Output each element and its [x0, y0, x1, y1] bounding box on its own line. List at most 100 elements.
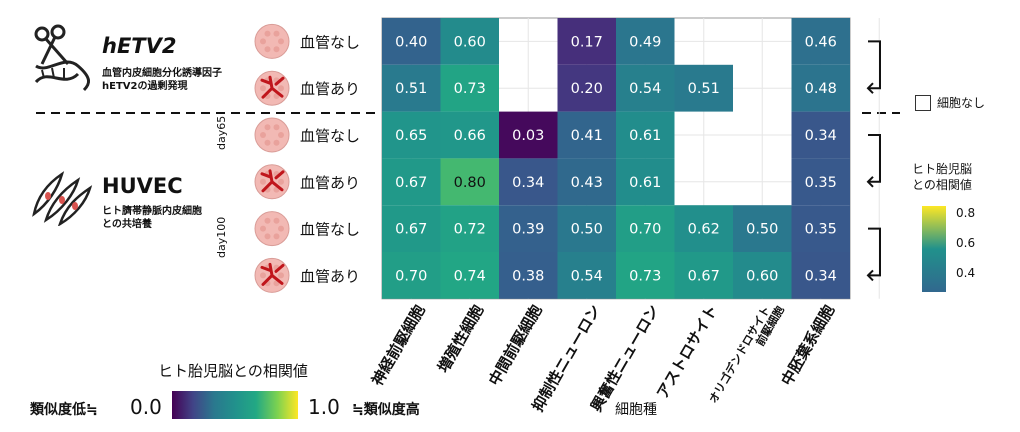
- cell-value-label: 0.34: [512, 175, 544, 191]
- legend-empty-label: 細胞なし: [937, 96, 986, 110]
- group-subtitle-huvec-1: ヒト臍帯静脈内皮細胞: [102, 206, 202, 217]
- heatmap-cell: [440, 111, 499, 159]
- organoid-icon: [254, 23, 290, 59]
- heatmap-cell: [557, 64, 616, 112]
- cell-value-label: 0.80: [454, 175, 486, 191]
- colorbar-right-bar: [922, 206, 946, 292]
- organoid-texture: [273, 217, 280, 224]
- comparison-bracket: [868, 40, 881, 90]
- organoid-texture: [273, 233, 280, 240]
- organoid-texture: [260, 272, 266, 279]
- heatmap-cell: [382, 158, 441, 206]
- colorbar-right-title-1: ヒト胎児脳: [912, 162, 973, 176]
- heatmap-cell: [791, 18, 850, 65]
- colorbar-bottom-bar: [172, 391, 298, 419]
- heatmap-cell: [499, 158, 558, 206]
- cell-value-label: 0.61: [629, 128, 661, 144]
- cell-value-label: 0.46: [805, 34, 837, 50]
- organoid-texture: [273, 46, 280, 53]
- cell-value-label: 0.51: [395, 81, 427, 97]
- vessel-icon: [260, 169, 285, 193]
- heatmap-cell: [674, 252, 733, 299]
- organoid-texture: [264, 30, 271, 37]
- group-separator: [36, 112, 900, 114]
- heatmap-cell: [733, 252, 792, 299]
- colorbar-right-tick-0: 0.8: [956, 206, 976, 220]
- cell-value-label: 0.60: [746, 268, 778, 284]
- heatmap-cell: [557, 205, 616, 252]
- cell-value-label: 0.35: [805, 175, 837, 191]
- cell-value-label: 0.40: [395, 34, 427, 50]
- group-title-huvec: HUVEC: [102, 174, 183, 198]
- cell-value-label: 0.70: [629, 222, 661, 238]
- organoid-texture: [264, 124, 271, 131]
- x-axis-title: 細胞種: [615, 402, 657, 418]
- colorbar-right: ヒト胎児脳 との相関値 0.8 0.6 0.4: [912, 160, 1002, 300]
- row-label: 血管なし: [300, 33, 360, 51]
- cell-value-label: 0.41: [571, 128, 603, 144]
- row-label: 血管あり: [300, 80, 360, 98]
- organoid-texture: [260, 178, 266, 185]
- cell-value-label: 0.72: [454, 222, 486, 238]
- organoid-texture: [273, 139, 280, 146]
- group-subtitle-hetv2-2: hETV2の過剰発現: [102, 81, 188, 92]
- organoid-texture: [264, 139, 271, 146]
- cell-value-label: 0.20: [571, 81, 603, 97]
- cell-value-label: 0.54: [571, 268, 603, 284]
- heatmap-cell: [382, 252, 441, 299]
- organoid-icon: [254, 211, 290, 247]
- colorbar-right-title-2: との相関値: [912, 178, 972, 192]
- cell-value-label: 0.34: [805, 268, 837, 284]
- organoid-texture: [273, 124, 280, 131]
- heatmap-cell: [440, 158, 499, 206]
- colorbar-bottom-right-label: ≒類似度高: [352, 402, 420, 418]
- group-hetv2: hETV2 血管内皮細胞分化誘導因子 hETV2の過剰発現: [28, 24, 268, 104]
- cell-value-label: 0.49: [629, 34, 661, 50]
- cell-value-label: 0.67: [688, 268, 720, 284]
- cell-value-label: 0.43: [571, 175, 603, 191]
- heatmap-cell: [382, 18, 441, 65]
- heatmap-cell: [382, 111, 441, 159]
- column-label: 中間前駆細胞: [485, 302, 546, 389]
- bracket-arrowhead: [866, 82, 874, 94]
- heatmap-cell: [674, 64, 733, 112]
- group-huvec: HUVEC ヒト臍帯静脈内皮細胞 との共培養: [28, 158, 268, 238]
- organoid-icon: [254, 117, 290, 153]
- heatmap-cell: [440, 252, 499, 299]
- row-label: 血管あり: [300, 174, 360, 192]
- heatmap-cell: [616, 158, 675, 206]
- colorbar-right-tick-1: 0.6: [956, 236, 976, 250]
- cell-value-label: 0.17: [571, 34, 603, 50]
- heatmap-cell: [733, 205, 792, 252]
- heatmap-cell: [440, 205, 499, 252]
- cell-value-label: 0.65: [395, 128, 427, 144]
- heatmap-cell: [557, 111, 616, 159]
- organoid-texture: [260, 132, 266, 138]
- heatmap-cell: [791, 252, 850, 299]
- endothelial-cells-icon: [32, 171, 93, 226]
- cell-value-label: 0.48: [805, 81, 837, 97]
- cell-value-label: 0.39: [512, 222, 544, 238]
- heatmap-cell: [499, 252, 558, 299]
- organoid-texture: [264, 217, 271, 224]
- comparison-bracket: [868, 227, 881, 277]
- heatmap-cell: [382, 205, 441, 252]
- cell-value-label: 0.50: [746, 222, 778, 238]
- organoid-texture: [260, 225, 266, 232]
- organoid-texture: [278, 38, 284, 45]
- heatmap-cell: [791, 205, 850, 252]
- cell-value-label: 0.73: [454, 81, 486, 97]
- cell-value-label: 0.74: [454, 268, 486, 284]
- row-label: 血管なし: [300, 127, 360, 145]
- legend-empty-swatch: [915, 95, 931, 111]
- cell-value-label: 0.54: [629, 81, 661, 97]
- organoid-texture: [264, 233, 271, 240]
- heatmap-cell: [674, 205, 733, 252]
- colorbar-bottom-min: 0.0: [130, 395, 162, 419]
- cell-value-label: 0.70: [395, 268, 427, 284]
- organoid-texture: [278, 178, 284, 185]
- organoid-texture: [260, 85, 266, 92]
- organoid-texture: [260, 38, 266, 45]
- heatmap-cell: [382, 64, 441, 112]
